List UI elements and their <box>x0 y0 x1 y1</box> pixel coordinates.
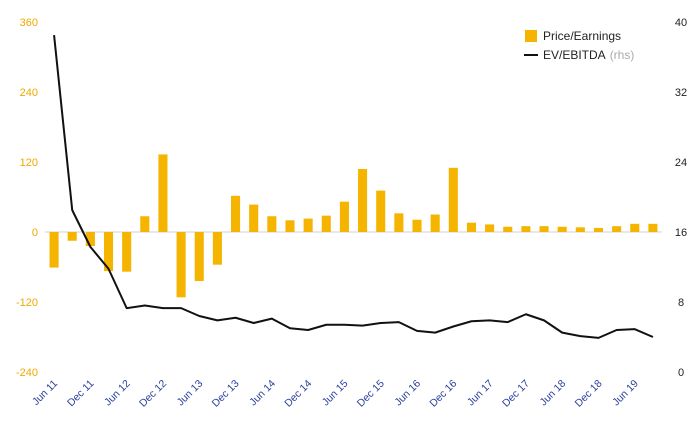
bars-layer <box>49 154 658 298</box>
x-tick-label: Dec 18 <box>573 378 605 410</box>
left-tick-label: 360 <box>20 17 38 29</box>
x-tick-label: Jun 17 <box>465 378 496 409</box>
pe-bar <box>321 215 331 232</box>
pe-bar <box>194 232 204 281</box>
left-tick-label: 240 <box>20 87 38 99</box>
pe-bar <box>49 232 59 268</box>
x-tick-label: Dec 11 <box>65 378 97 410</box>
pe-bar <box>593 227 604 232</box>
pe-bar <box>485 224 495 232</box>
x-tick-label: Jun 14 <box>247 378 278 409</box>
pe-bar <box>285 220 295 232</box>
x-axis: Jun 11 Dec 11 Jun 12 Dec 12 Jun 13 Dec 13 Jun … <box>30 378 641 410</box>
pe-bar <box>176 232 186 298</box>
pe-bar <box>412 219 422 232</box>
pe-bar <box>448 167 458 232</box>
pe-bar <box>648 223 658 232</box>
x-tick-label: Dec 17 <box>500 378 532 410</box>
legend-label-price-earnings: Price/Earnings <box>543 29 621 43</box>
x-tick-label: Jun 13 <box>175 378 206 409</box>
pe-bar <box>158 154 168 232</box>
right-tick-label: 32 <box>675 87 687 99</box>
legend: Price/Earnings EV/EBITDA (rhs) <box>524 29 634 62</box>
legend-ev-ebitda-note: (rhs) <box>610 48 635 62</box>
x-tick-label: Jun 18 <box>538 378 569 409</box>
pe-bar <box>249 204 259 232</box>
right-tick-label: 40 <box>675 17 687 29</box>
pe-bar <box>358 169 368 232</box>
pe-bar <box>466 222 476 232</box>
pe-bar <box>503 226 513 232</box>
pe-bar <box>122 232 132 272</box>
pe-bar <box>212 232 222 265</box>
pe-bar <box>630 223 640 232</box>
x-tick-label: Dec 12 <box>137 378 169 410</box>
pe-bar <box>612 226 622 232</box>
pe-bar <box>85 232 95 246</box>
pe-bar <box>539 226 549 232</box>
left-tick-label: -240 <box>16 367 38 379</box>
legend-ev-ebitda-name: EV/EBITDA <box>543 48 606 62</box>
pe-bar <box>267 216 277 232</box>
pe-bar <box>339 201 349 232</box>
x-tick-label: Dec 16 <box>427 378 459 410</box>
right-axis: 40 32 24 16 8 0 <box>675 17 687 379</box>
x-tick-label: Jun 16 <box>392 378 423 409</box>
x-tick-label: Jun 12 <box>102 378 133 409</box>
pe-bar <box>140 216 150 232</box>
pe-bar <box>67 232 77 241</box>
x-tick-label: Dec 13 <box>210 378 242 410</box>
right-tick-label: 16 <box>675 227 687 239</box>
pe-bar <box>103 232 114 272</box>
x-tick-label: Dec 15 <box>355 378 387 410</box>
x-tick-label: Jun 15 <box>320 378 351 409</box>
pe-bar <box>430 214 440 232</box>
pe-bar <box>521 226 531 232</box>
x-tick-label: Jun 11 <box>30 378 60 408</box>
line-layer <box>53 35 654 339</box>
pe-bar <box>557 226 567 232</box>
legend-swatch-price-earnings <box>525 30 537 42</box>
left-tick-label: 120 <box>20 157 38 169</box>
pe-bar <box>303 218 313 232</box>
right-tick-label: 0 <box>678 367 684 379</box>
right-tick-label: 8 <box>678 297 684 309</box>
left-tick-label: -120 <box>16 297 38 309</box>
pe-bar <box>394 213 404 232</box>
pe-bar <box>575 227 585 232</box>
pe-bar <box>376 190 386 232</box>
ev-ebitda-line <box>53 35 654 339</box>
legend-label-ev-ebitda: EV/EBITDA (rhs) <box>543 48 634 62</box>
left-tick-label: 0 <box>32 227 38 239</box>
left-axis: 360 240 120 0 -120 -240 <box>16 17 38 379</box>
pe-bar <box>231 195 241 232</box>
right-tick-label: 24 <box>675 157 687 169</box>
x-tick-label: Jun 19 <box>610 378 641 409</box>
x-tick-label: Dec 14 <box>282 378 314 410</box>
